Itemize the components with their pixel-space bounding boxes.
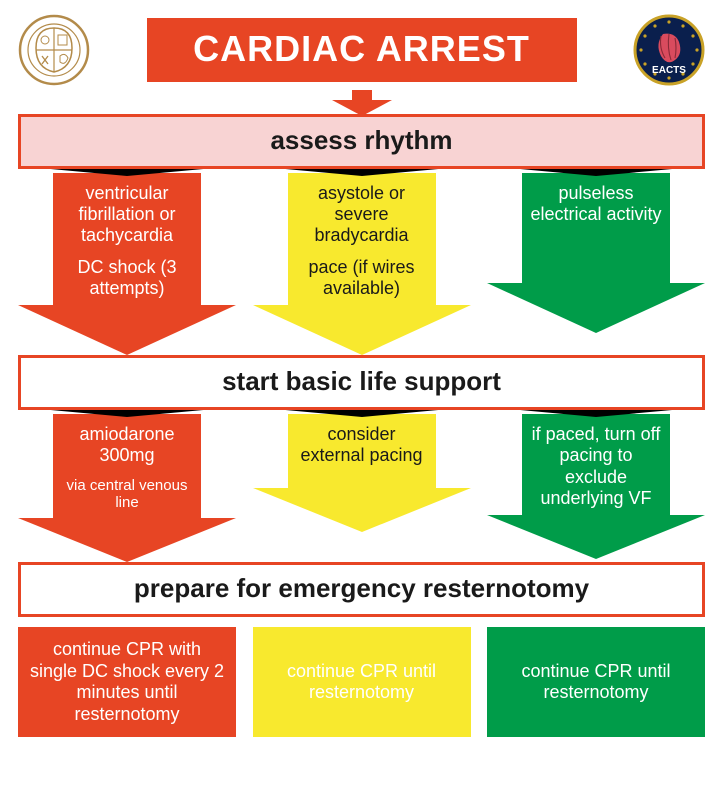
box-row: continue CPR with single DC shock every … [18, 627, 705, 737]
arrow-text-small: via central venous line [59, 477, 195, 512]
arrow-text: ventricular fibrillation or tachycardia [59, 183, 195, 247]
arrow-text: pulseless electrical activity [528, 183, 664, 225]
arrow-text: amiodarone 300mg [59, 424, 195, 466]
arrow-external-pacing: consider external pacing [253, 404, 471, 562]
arrow-text: DC shock (3 attempts) [59, 257, 195, 299]
sts-logo [18, 14, 90, 91]
arrow-amiodarone: amiodarone 300mg via central venous line [18, 404, 236, 562]
box-cpr-mid: continue CPR until resternotomy [253, 627, 471, 737]
arrow-row-1: ventricular fibrillation or tachycardia … [18, 163, 705, 355]
eacts-logo: EACTS [633, 14, 705, 91]
title-banner: CARDIAC ARREST [147, 18, 577, 82]
step-bar-bls: start basic life support [18, 355, 705, 410]
cardiac-arrest-flowchart: EACTS CARDIAC ARREST assess rhythm ventr… [0, 0, 723, 791]
box-cpr-right: continue CPR until resternotomy [487, 627, 705, 737]
arrow-vf-vt: ventricular fibrillation or tachycardia … [18, 163, 236, 355]
arrow-text: asystole or severe bradycardia [294, 183, 430, 247]
arrow-text: pace (if wires available) [294, 257, 430, 299]
step-bar-resternotomy: prepare for emergency resternotomy [18, 562, 705, 617]
svg-text:EACTS: EACTS [652, 65, 686, 76]
arrow-text: if paced, turn off pacing to exclude und… [528, 424, 664, 509]
step-bar-assess-rhythm: assess rhythm [18, 114, 705, 169]
arrow-turnoff-pacing: if paced, turn off pacing to exclude und… [487, 404, 705, 562]
box-cpr-shock: continue CPR with single DC shock every … [18, 627, 236, 737]
arrow-pea: pulseless electrical activity [487, 163, 705, 355]
title-connector-arrow [18, 90, 705, 116]
arrow-row-2: amiodarone 300mg via central venous line… [18, 404, 705, 562]
arrow-asystole: asystole or severe bradycardia pace (if … [253, 163, 471, 355]
arrow-text: consider external pacing [294, 424, 430, 466]
